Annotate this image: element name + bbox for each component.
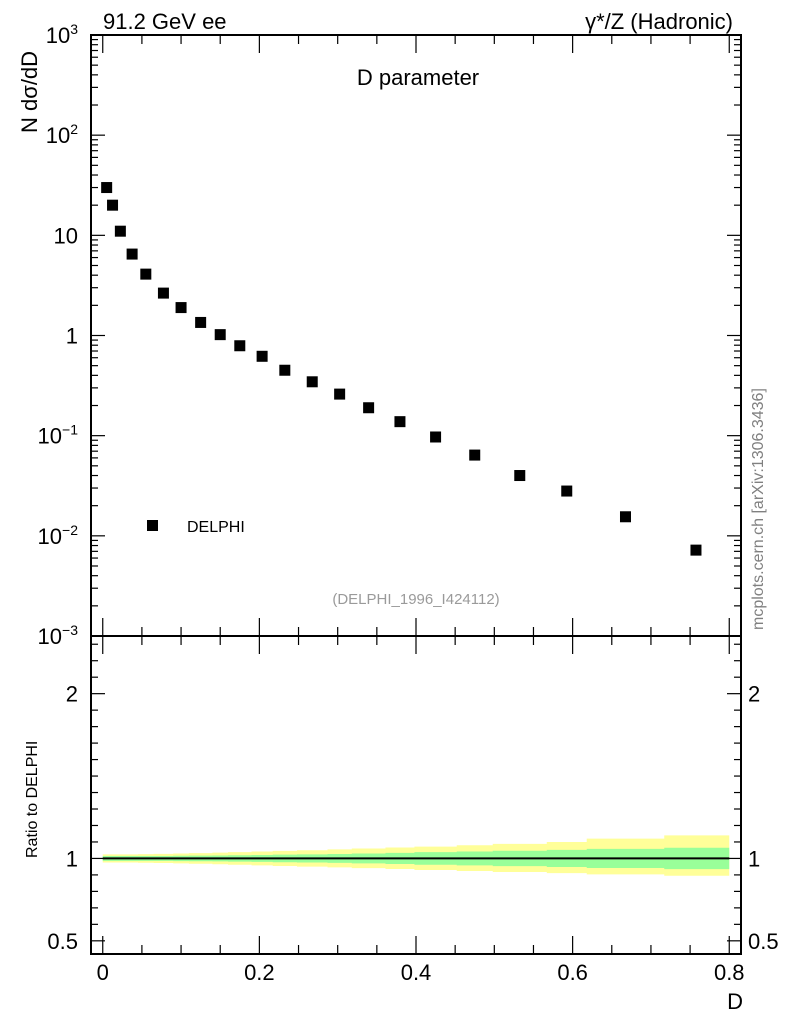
data-point — [107, 199, 119, 211]
ratio-ticks — [91, 636, 741, 954]
y-tick-label: 1 — [66, 324, 78, 349]
data-point — [363, 402, 375, 414]
data-point — [561, 485, 573, 497]
analysis-id-label: (DELPHI_1996_I424112) — [332, 591, 499, 608]
x-tick-label: 0.4 — [401, 960, 432, 985]
main-x-ticks — [102, 35, 730, 636]
data-point — [157, 287, 169, 299]
x-tick-label: 0.2 — [244, 960, 275, 985]
data-point — [101, 182, 113, 194]
x-axis-label: D — [727, 989, 743, 1014]
data-point — [334, 388, 346, 400]
data-point — [514, 470, 526, 482]
data-point — [140, 268, 152, 280]
ratio-y-tick-label-right: 1 — [748, 846, 760, 871]
header-right-label: γ*/Z (Hadronic) — [585, 9, 733, 34]
y-tick-label: 10−1 — [38, 422, 79, 449]
data-point — [619, 511, 631, 523]
data-point — [306, 376, 318, 388]
y-tick-label: 10−2 — [38, 522, 79, 549]
y-tick-label: 102 — [46, 121, 78, 148]
ratio-y-tick-label-left: 0.5 — [47, 929, 78, 954]
data-point — [279, 364, 291, 376]
data-point — [394, 416, 406, 428]
data-point — [214, 329, 226, 341]
data-point — [430, 431, 442, 443]
ratio-y-tick-label-left: 2 — [66, 682, 78, 707]
watermark-label: mcplots.cern.ch [arXiv:1306.3436] — [750, 388, 767, 630]
ratio-bands — [102, 835, 730, 876]
header-left-label: 91.2 GeV ee — [103, 9, 227, 34]
y-tick-label: 103 — [46, 21, 78, 48]
data-point — [175, 302, 187, 314]
y-tick-label: 10−3 — [38, 622, 79, 649]
main-y-ticks — [91, 34, 741, 637]
data-point — [234, 340, 246, 352]
x-tick-label: 0 — [97, 960, 109, 985]
legend-marker — [147, 520, 158, 531]
ratio-plot-panel: 0.5 0.51 12 20 0.2 0.4 0.6 0.8 Ratio to DELPHI … — [24, 635, 779, 1014]
data-point — [195, 316, 207, 328]
x-tick-label: 0.6 — [557, 960, 588, 985]
ratio-y-axis-label: Ratio to DELPHI — [24, 741, 41, 858]
main-plot-frame — [90, 34, 742, 637]
x-tick-label: 0.8 — [714, 960, 745, 985]
y-tick-label: 10 — [54, 223, 78, 248]
data-points — [101, 182, 702, 556]
data-point — [114, 225, 126, 237]
ratio-tick-labels: 0.5 0.5 1 1 2 2 0 0.2 0.4 0.6 0.8 — [47, 682, 778, 985]
plot-title: D parameter — [357, 65, 479, 90]
data-point — [690, 544, 702, 556]
legend-label: DELPHI — [187, 519, 245, 536]
ratio-y-tick-label-right: 2 — [748, 682, 760, 707]
ratio-y-tick-label-right: 0.5 — [748, 929, 779, 954]
data-point — [126, 248, 138, 260]
ratio-plot-frame — [90, 635, 742, 955]
data-point — [256, 350, 268, 362]
y-axis-label: N dσ/dD — [17, 51, 42, 133]
ratio-y-tick-label-left: 1 — [66, 846, 78, 871]
data-point — [469, 449, 481, 461]
